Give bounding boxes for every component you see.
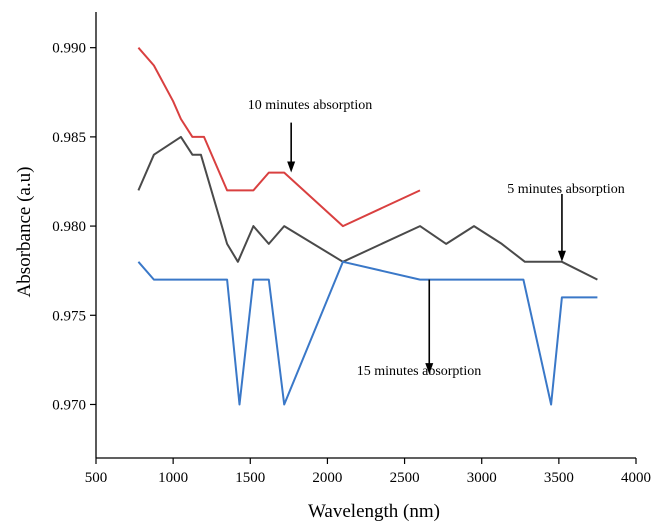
x-tick-label: 1000 (158, 470, 188, 486)
x-tick-label: 3000 (467, 470, 497, 486)
y-axis-title: Absorbance (a.u) (14, 167, 35, 298)
annotation-arrowhead (287, 161, 296, 173)
y-tick-label: 0.985 (52, 130, 86, 146)
x-tick-label: 2500 (390, 470, 420, 486)
annotation-layer: 10 minutes absorption 5 minutes absorptio… (248, 98, 625, 379)
series-line-1 (137, 47, 421, 228)
series-layer (137, 47, 598, 406)
annotation-label: 5 minutes absorption (507, 182, 624, 197)
series-line-3 (137, 260, 598, 406)
x-tick-label: 3500 (544, 470, 574, 486)
x-axis-title: Wavelength (nm) (308, 501, 440, 522)
x-tick-label: 500 (85, 470, 108, 486)
series-line-2 (137, 135, 598, 281)
y-tick-label: 0.990 (52, 41, 86, 57)
annotation-label: 10 minutes absorption (248, 98, 372, 113)
axes: 500 1000 1500 2000 2500 3000 3500 4000 0.970 0.97… (52, 12, 651, 486)
annotation-label: 15 minutes absorption (357, 364, 481, 379)
x-tick-label: 4000 (621, 470, 651, 486)
x-tick-label: 2000 (312, 470, 342, 486)
annotation-arrowhead (557, 250, 566, 262)
y-tick-label: 0.970 (52, 397, 86, 413)
annotation-arrowhead (425, 363, 434, 375)
y-tick-label: 0.975 (52, 308, 86, 324)
y-tick-label: 0.980 (52, 219, 86, 235)
x-tick-label: 1500 (235, 470, 265, 486)
